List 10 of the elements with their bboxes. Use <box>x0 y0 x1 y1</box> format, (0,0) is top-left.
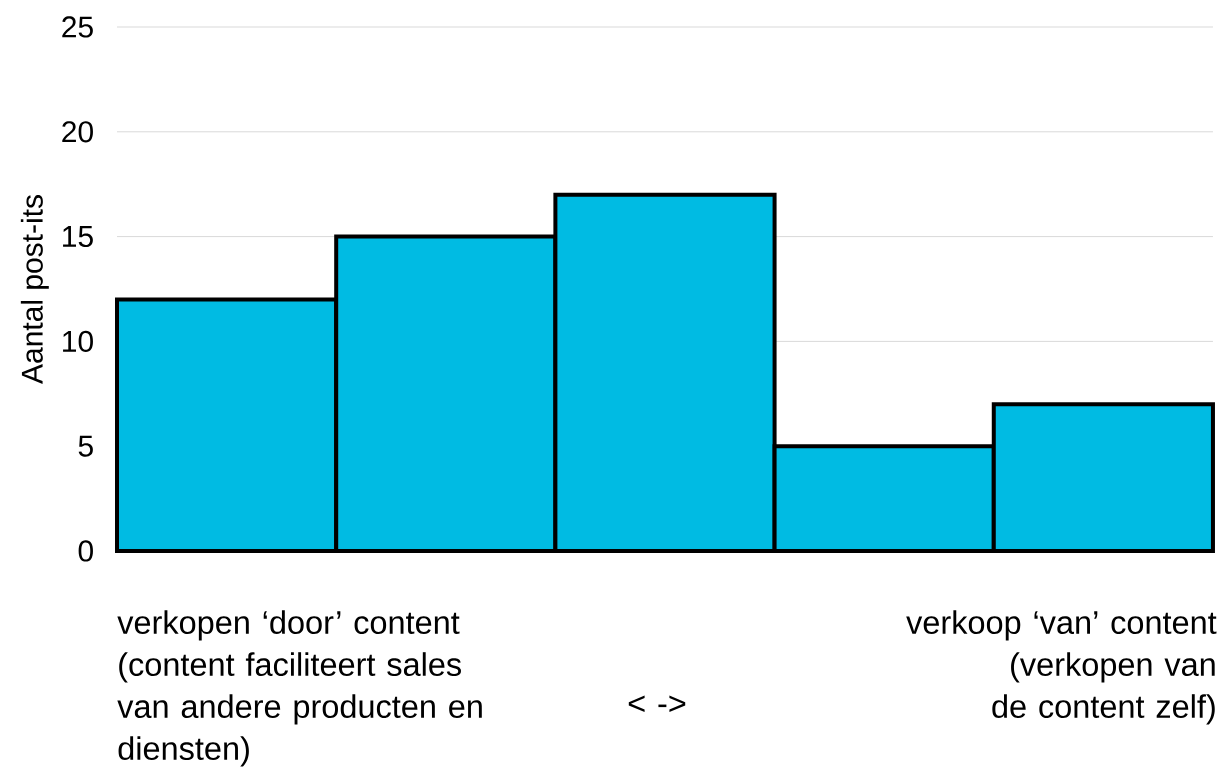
text: < -> <box>628 695 686 713</box>
text: verkoop ‘van’ content (verkopen van de content zelf) <box>906 610 1217 725</box>
y-tick-label: 15 <box>63 226 93 248</box>
text: verkopen ‘door’ content (content faciliteert sales van andere producten en diensten) <box>117 610 482 767</box>
y-tick-label: 5 <box>78 435 93 457</box>
y-tick-label: 25 <box>62 16 93 38</box>
y-axis-title: Aantal post-its <box>20 195 49 384</box>
y-tick-label: 10 <box>63 330 93 353</box>
y-tick-label: 20 <box>62 121 93 143</box>
y-tick-label: 0 <box>78 540 93 562</box>
